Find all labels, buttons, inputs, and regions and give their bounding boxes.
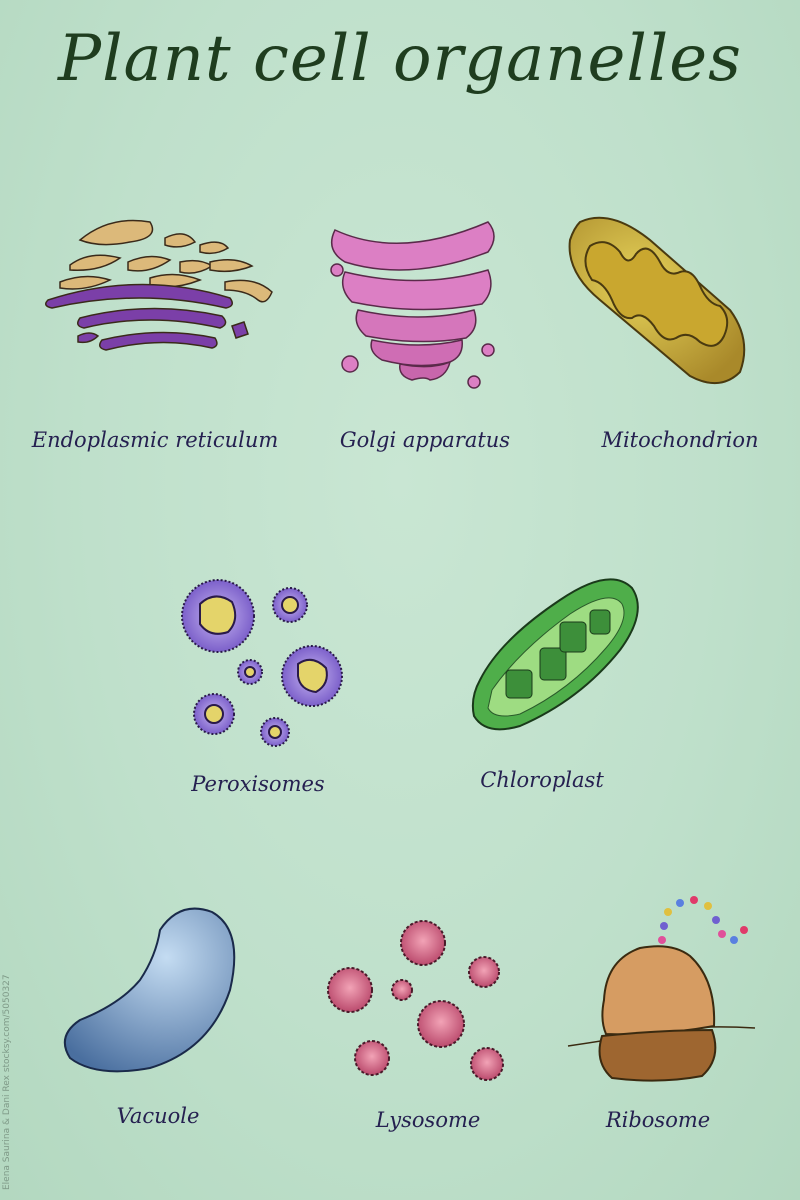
ribosome-drawing <box>567 896 756 1082</box>
peroxisomes-drawing <box>181 579 343 747</box>
label-ribosome: Ribosome <box>605 1108 711 1132</box>
endoplasmic-reticulum-drawing <box>45 219 273 351</box>
mitochondrion-drawing <box>568 216 746 384</box>
chloroplast-drawing <box>471 578 639 731</box>
label-chloroplast: Chloroplast <box>480 768 604 792</box>
vacuole-drawing <box>63 907 236 1073</box>
image-credit: Elena Saurina & Dani Rex stocksy.com/505… <box>2 974 12 1190</box>
label-vacuole: Vacuole <box>116 1104 200 1128</box>
label-golgi-apparatus: Golgi apparatus <box>339 428 511 452</box>
label-lysosome: Lysosome <box>375 1108 481 1132</box>
page-title: Plant cell organelles <box>58 22 742 96</box>
golgi-apparatus-drawing <box>330 221 495 389</box>
label-peroxisomes: Peroxisomes <box>191 772 325 796</box>
label-endoplasmic-reticulum: Endoplasmic reticulum <box>31 428 279 452</box>
label-mitochondrion: Mitochondrion <box>601 428 759 452</box>
lysosome-drawing <box>327 920 504 1081</box>
